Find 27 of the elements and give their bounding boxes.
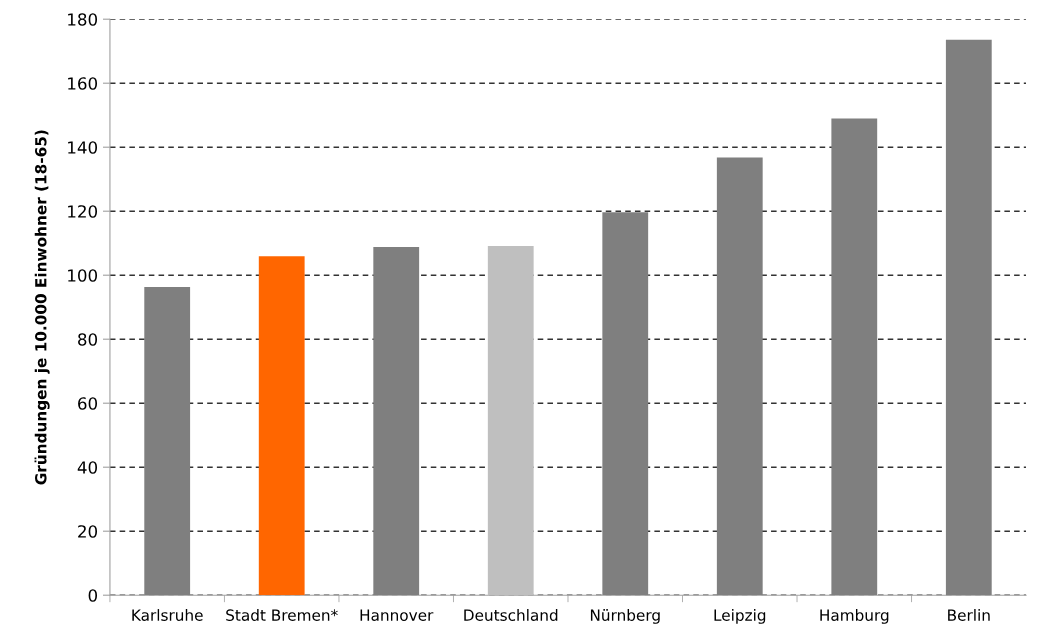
- bar: [373, 247, 420, 596]
- x-tick-label: Berlin: [948, 609, 990, 621]
- y-tick-label: 40: [77, 461, 98, 474]
- bar: [487, 246, 534, 596]
- x-tick-label: Karlsruhe: [132, 609, 203, 621]
- y-tick-label: 140: [68, 141, 98, 154]
- y-tick-label: 80: [78, 333, 98, 346]
- y-tick-label: 20: [78, 525, 98, 538]
- bar: [602, 212, 649, 596]
- y-axis-title: Gründungen je 10.000 Einwohner (18-65): [34, 130, 50, 485]
- y-tick-label: 180: [68, 13, 98, 26]
- y-tick-label: 0: [88, 589, 98, 602]
- x-tick-label: Hannover: [360, 609, 434, 621]
- bar: [144, 287, 191, 596]
- x-tick-label: Hamburg: [820, 609, 889, 624]
- bar: [831, 118, 878, 596]
- bar: [945, 39, 992, 596]
- y-tick-label: 120: [68, 205, 98, 218]
- x-tick-label: Leipzig: [714, 609, 766, 624]
- y-tick-label: 60: [78, 397, 98, 410]
- y-tick-label: 160: [68, 77, 98, 90]
- x-tick-label: Deutschland: [464, 609, 558, 621]
- bar: [716, 157, 763, 596]
- bar: [258, 256, 305, 596]
- x-tick-label: Stadt Bremen*: [226, 609, 338, 621]
- x-tick-label: Nürnberg: [590, 609, 660, 624]
- y-tick-label: 100: [68, 269, 98, 282]
